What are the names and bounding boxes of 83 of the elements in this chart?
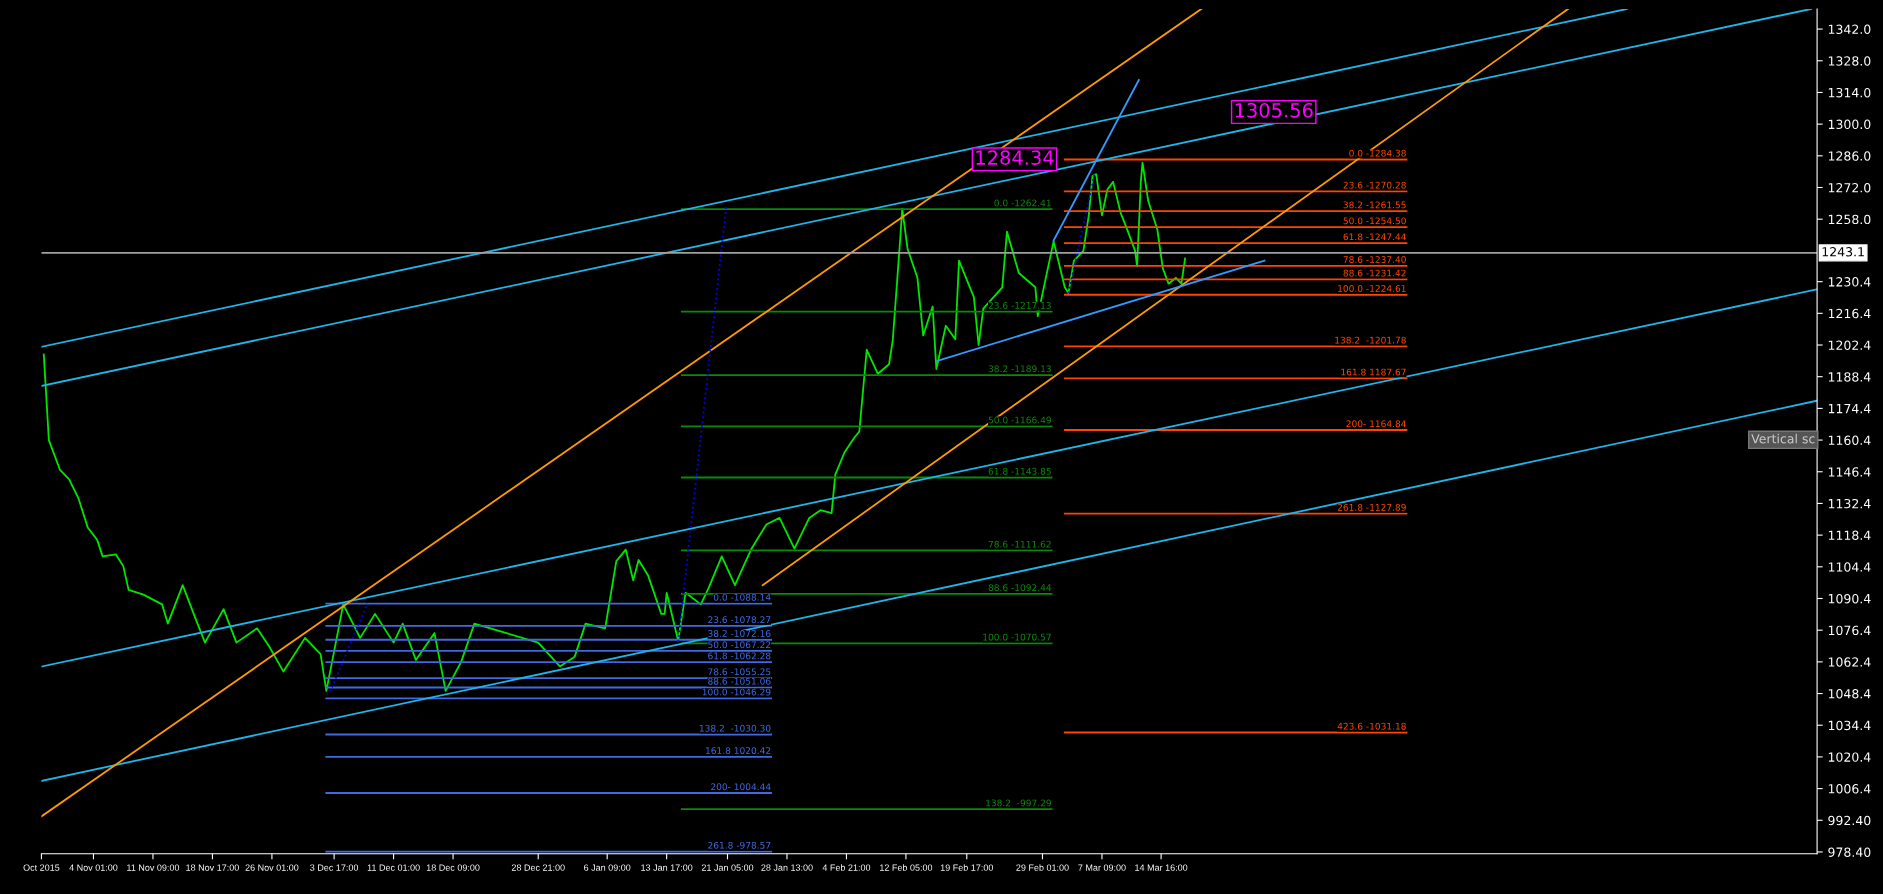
annotation: 38.2 -1189.13 [988, 365, 1051, 373]
annotation: 100.0 -1046.29 [702, 688, 771, 696]
annotation: 88.6 -1231.42 [1343, 269, 1406, 277]
x-tick-label: 18 Dec 09:00 [426, 864, 480, 871]
annotation: 161.8 1020.42 [706, 747, 771, 754]
y-tick-label: 1076.4 [1828, 625, 1871, 636]
annotation: 61.8 -1247.44 [1343, 233, 1406, 241]
annotation: 423.6 -1031.18 [1337, 722, 1406, 730]
y-tick-label: 1328.0 [1828, 56, 1871, 66]
annotation: 50.0 -1166.49 [988, 416, 1051, 424]
y-tick-label: 978.40 [1828, 847, 1871, 857]
annotation: 23.6 -1078.27 [708, 616, 771, 624]
annotation: 78.6 -1111.62 [988, 540, 1051, 548]
ref-line-label: 1243.1 [1822, 247, 1864, 257]
annotation: Vertical sc [1751, 433, 1815, 444]
annotation: 88.6 -1051.06 [708, 677, 771, 685]
x-tick-label: 4 Feb 21:00 [822, 864, 871, 871]
annotation: 61.8 -1062.28 [708, 652, 771, 660]
y-tick-label: 1132.4 [1828, 498, 1871, 509]
x-tick-label: 11 Dec 01:00 [367, 864, 420, 871]
annotation: 261.8 -1127.89 [1337, 503, 1406, 511]
y-tick-label: 1286.0 [1828, 151, 1871, 161]
annotation: 0.0 -1284.38 [1349, 149, 1406, 157]
annotation: 78.6 -1237.40 [1343, 256, 1406, 263]
annotation: 0.0 -1262.41 [994, 199, 1051, 207]
annotation: 38.2 -1072.16 [708, 630, 771, 637]
x-tick-label: 7 Mar 09:00 [1078, 864, 1126, 871]
y-tick-label: 1230.4 [1828, 277, 1871, 287]
y-tick-label: 1342.0 [1828, 24, 1871, 35]
annotation: 23.6 -1217.13 [988, 301, 1051, 309]
y-tick-label: 1202.4 [1828, 340, 1871, 350]
x-tick-label: 28 Dec 21:00 [511, 864, 565, 871]
y-tick-label: 1300.0 [1828, 119, 1871, 130]
x-tick-label: 18 Nov 17:00 [186, 864, 239, 871]
x-tick-label: 28 Jan 13:00 [761, 864, 813, 871]
y-tick-label: 1034.4 [1828, 720, 1871, 731]
y-tick-label: 1048.4 [1828, 689, 1871, 699]
y-tick-label: 1020.4 [1828, 752, 1871, 762]
y-tick-label: 992.40 [1828, 815, 1871, 826]
y-tick-label: 1104.4 [1828, 562, 1871, 572]
annotation: 138.2 -1201.78 [1335, 336, 1406, 344]
annotation: 100.0 -1224.61 [1338, 285, 1406, 292]
annotation: 200- 1164.84 [1346, 420, 1406, 428]
x-tick-label: 6 Jan 09:00 [584, 864, 631, 871]
x-tick-label: 3 Dec 17:00 [310, 864, 359, 871]
annotation: 50.0 -1254.50 [1343, 217, 1406, 225]
annotation: 1284.34 [976, 150, 1054, 165]
annotation: 138.2 -1030.30 [699, 724, 771, 732]
y-tick-label: 1188.4 [1828, 372, 1871, 382]
y-tick-label: 1146.4 [1828, 467, 1871, 477]
x-tick-label: 14 Mar 16:00 [1135, 864, 1188, 871]
x-tick-label: 4 Nov 01:00 [69, 864, 118, 871]
y-tick-label: 1062.4 [1828, 657, 1871, 667]
annotation: 161.8 1187.67 [1341, 368, 1406, 376]
annotation: 61.8 -1143.85 [988, 467, 1051, 475]
x-tick-label: 21 Jan 05:00 [701, 864, 754, 871]
x-tick-label: 19 Feb 17:00 [940, 864, 994, 871]
y-tick-label: 1216.4 [1828, 308, 1871, 319]
annotation: 261.8 -978.57 [708, 841, 771, 849]
annotation: 50.0 -1067.22 [708, 641, 771, 649]
annotation: 78.6 -1055.25 [708, 668, 771, 676]
y-tick-label: 1006.4 [1828, 784, 1871, 794]
y-tick-label: 1272.0 [1828, 182, 1871, 193]
annotation: 138.2 -997.29 [986, 799, 1051, 807]
x-tick-label: 12 Feb 05:00 [880, 864, 933, 871]
y-tick-label: 1160.4 [1828, 435, 1871, 445]
y-tick-label: 1118.4 [1828, 530, 1871, 541]
y-tick-label: 1258.0 [1828, 214, 1871, 225]
annotation: 100.0 -1070.57 [983, 633, 1051, 641]
annotation: 0.0 -1088.14 [713, 593, 771, 601]
x-tick-label: 26 Nov 01:00 [245, 864, 299, 871]
annotation: 200- 1004.44 [711, 783, 771, 791]
annotation: 38.2 -1261.55 [1343, 201, 1406, 209]
x-tick-label: 13 Jan 17:00 [641, 864, 693, 871]
x-tick-label: Oct 2015 [23, 864, 60, 871]
y-tick-label: 1314.0 [1828, 87, 1871, 98]
y-tick-label: 1174.4 [1828, 404, 1871, 414]
annotation: 1305.56 [1235, 102, 1313, 118]
y-tick-label: 1090.4 [1828, 593, 1871, 604]
annotation: 88.6 -1092.44 [988, 584, 1052, 592]
x-tick-label: 29 Feb 01:00 [1016, 864, 1069, 871]
x-tick-label: 11 Nov 09:00 [127, 864, 180, 871]
annotation: 23.6 -1270.28 [1343, 181, 1406, 189]
